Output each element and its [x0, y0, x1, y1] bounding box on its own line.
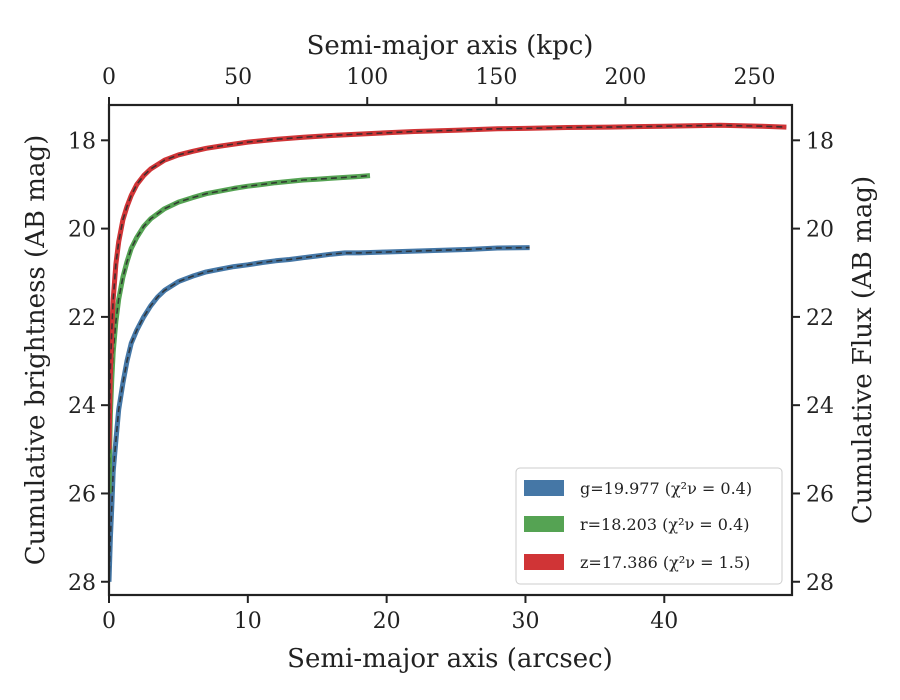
top-x-tick-label: 250 — [734, 65, 776, 90]
legend-label-g: g=19.977 (χ²ν = 0.4) — [580, 479, 752, 498]
series-line-r — [109, 173, 371, 494]
legend-swatch-r — [524, 516, 564, 532]
series-line-z — [109, 122, 787, 450]
legend-frame — [515, 467, 783, 585]
y-tick-label: 18 — [68, 129, 96, 154]
right-y-tick-label: 20 — [806, 218, 834, 243]
y-tick-label: 26 — [68, 482, 96, 507]
right-y-tick-label: 28 — [806, 571, 834, 596]
series-model-g — [109, 246, 530, 582]
series-line-g — [109, 245, 530, 582]
y-tick-label: 22 — [68, 306, 96, 331]
series-layer — [109, 122, 787, 582]
legend-label-z: z=17.386 (χ²ν = 1.5) — [580, 553, 750, 572]
legend-label-r: r=18.203 (χ²ν = 0.4) — [580, 515, 749, 534]
series-model-z — [109, 124, 787, 450]
y-tick-label: 20 — [68, 218, 96, 243]
x-tick-label: 10 — [234, 609, 262, 634]
plot-frame — [107, 103, 794, 597]
right-y-tick-label: 24 — [806, 394, 834, 419]
x-tick-label: 20 — [373, 609, 401, 634]
top-x-axis-title: Semi-major axis (kpc) — [307, 31, 594, 61]
right-y-tick-label: 26 — [806, 482, 834, 507]
top-x-tick-label: 200 — [604, 65, 646, 90]
legend-swatch-g — [524, 480, 564, 496]
series-model-r — [109, 174, 371, 494]
ticks-layer: 0 10 20 30 40 0 50 100 150 200 250 18 18 20 20 22 22 24 24… — [68, 65, 834, 634]
y-tick-label: 28 — [68, 571, 96, 596]
right-y-tick-label: 18 — [806, 129, 834, 154]
legend-swatch-z — [524, 554, 564, 570]
top-x-tick-label: 50 — [224, 65, 252, 90]
top-x-tick-label: 100 — [346, 65, 388, 90]
y-axis-title: Cumulative brightness (AB mag) — [21, 135, 51, 566]
top-x-tick-label: 150 — [475, 65, 517, 90]
x-tick-label: 30 — [511, 609, 539, 634]
right-y-tick-label: 22 — [806, 306, 834, 331]
x-tick-label: 40 — [650, 609, 678, 634]
top-x-tick-label: 0 — [102, 65, 116, 90]
x-tick-label: 0 — [102, 609, 116, 634]
right-y-axis-title: Cumulative Flux (AB mag) — [848, 176, 878, 524]
y-tick-label: 24 — [68, 394, 96, 419]
legend: g=19.977 (χ²ν = 0.4) r=18.203 (χ²ν = 0.4… — [515, 467, 783, 585]
x-axis-title: Semi-major axis (arcsec) — [287, 644, 613, 674]
